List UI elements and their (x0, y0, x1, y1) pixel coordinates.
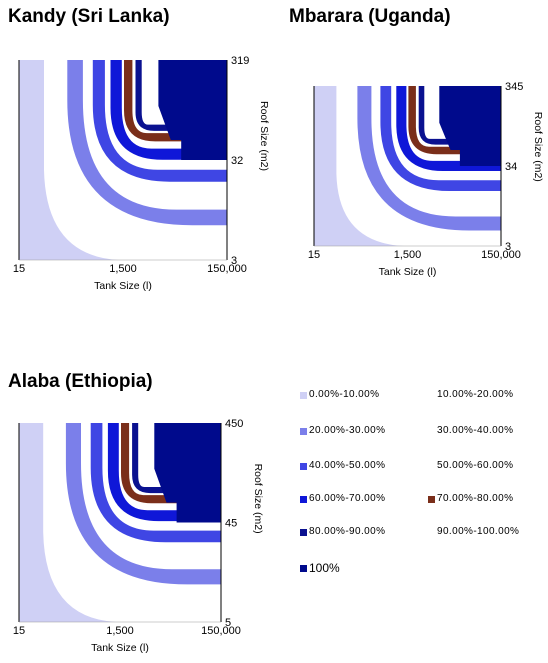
chart-title-mbarara: Mbarara (Uganda) (289, 6, 451, 27)
y-tick-label: 450 (225, 418, 243, 430)
y-tick-label: 5 (225, 617, 231, 629)
chart-panel: 15 1,500 150,000 345 34 3 Tank Size (l) Roof Si… (308, 81, 544, 278)
legend-swatch (428, 392, 435, 399)
legend-label: 30.00%-40.00% (437, 425, 514, 436)
y-axis-label: Roof Size (m2) (252, 464, 264, 534)
band-80-90 (418, 86, 501, 145)
band-40-50 (380, 86, 501, 191)
legend-label: 60.00%-70.00% (309, 493, 386, 504)
y-axis-label: Roof Size (m2) (258, 101, 270, 171)
x-axis-label: Tank Size (l) (91, 642, 149, 654)
x-tick-label: 150,000 (481, 249, 521, 261)
region-0-10 (19, 423, 116, 622)
legend-label: 10.00%-20.00% (437, 389, 514, 400)
y-tick-label: 345 (505, 81, 523, 93)
chart-title-kandy: Kandy (Sri Lanka) (8, 6, 170, 27)
band-20-30 (65, 423, 221, 585)
y-tick-label: 34 (505, 161, 517, 173)
legend-label: 100% (309, 561, 340, 575)
legend-swatch (300, 529, 307, 536)
y-tick-label: 45 (225, 518, 237, 530)
x-tick-label: 15 (308, 249, 320, 261)
legend-swatch (428, 463, 435, 470)
legend-swatch (300, 496, 307, 503)
plot-area (19, 60, 227, 260)
legend-swatch (428, 428, 435, 435)
region-100 (154, 423, 221, 523)
legend-swatch (300, 392, 307, 399)
band-20-30 (67, 60, 227, 226)
y-tick-label: 3 (231, 255, 237, 267)
legend-swatch (300, 463, 307, 470)
legend-swatch (428, 496, 435, 503)
y-axis-label: Roof Size (m2) (532, 112, 544, 182)
x-axis-label: Tank Size (l) (379, 266, 437, 278)
region-100 (158, 60, 227, 160)
legend-label: 20.00%-30.00% (309, 425, 386, 436)
region-100 (439, 86, 501, 166)
chart-panel: 15 1,500 150,000 450 45 5 Tank Size (l) Roof Si… (13, 418, 264, 654)
legend-label: 50.00%-60.00% (437, 460, 514, 471)
y-tick-label: 32 (231, 155, 243, 167)
band-80-90 (132, 423, 221, 494)
plot-area (314, 86, 501, 246)
legend-label: 90.00%-100.00% (437, 526, 520, 537)
x-tick-label: 15 (13, 263, 25, 275)
x-tick-label: 1,500 (106, 625, 134, 637)
band-80-90 (135, 60, 227, 131)
legend-label: 80.00%-90.00% (309, 526, 386, 537)
legend-swatch (300, 565, 307, 572)
chart-title-alaba: Alaba (Ethiopia) (8, 371, 153, 392)
legend-label: 0.00%-10.00% (309, 389, 380, 400)
band-20-30 (357, 86, 501, 231)
chart-panel: 15 1,500 150,000 319 32 3 Tank Size (l) Roof Si… (13, 55, 270, 292)
legend-label: 40.00%-50.00% (309, 460, 386, 471)
x-tick-label: 1,500 (109, 263, 137, 275)
legend-label: 70.00%-80.00% (437, 493, 514, 504)
x-tick-label: 150,000 (207, 263, 247, 275)
x-tick-label: 1,500 (394, 249, 422, 261)
plot-area (19, 423, 221, 622)
x-tick-label: 150,000 (201, 625, 241, 637)
y-tick-label: 3 (505, 241, 511, 253)
legend-swatch (300, 428, 307, 435)
region-0-10 (19, 60, 119, 260)
legend-swatch (428, 529, 435, 536)
region-0-10 (314, 86, 404, 246)
y-tick-label: 319 (231, 55, 249, 67)
x-tick-label: 15 (13, 625, 25, 637)
x-axis-label: Tank Size (l) (94, 280, 152, 292)
